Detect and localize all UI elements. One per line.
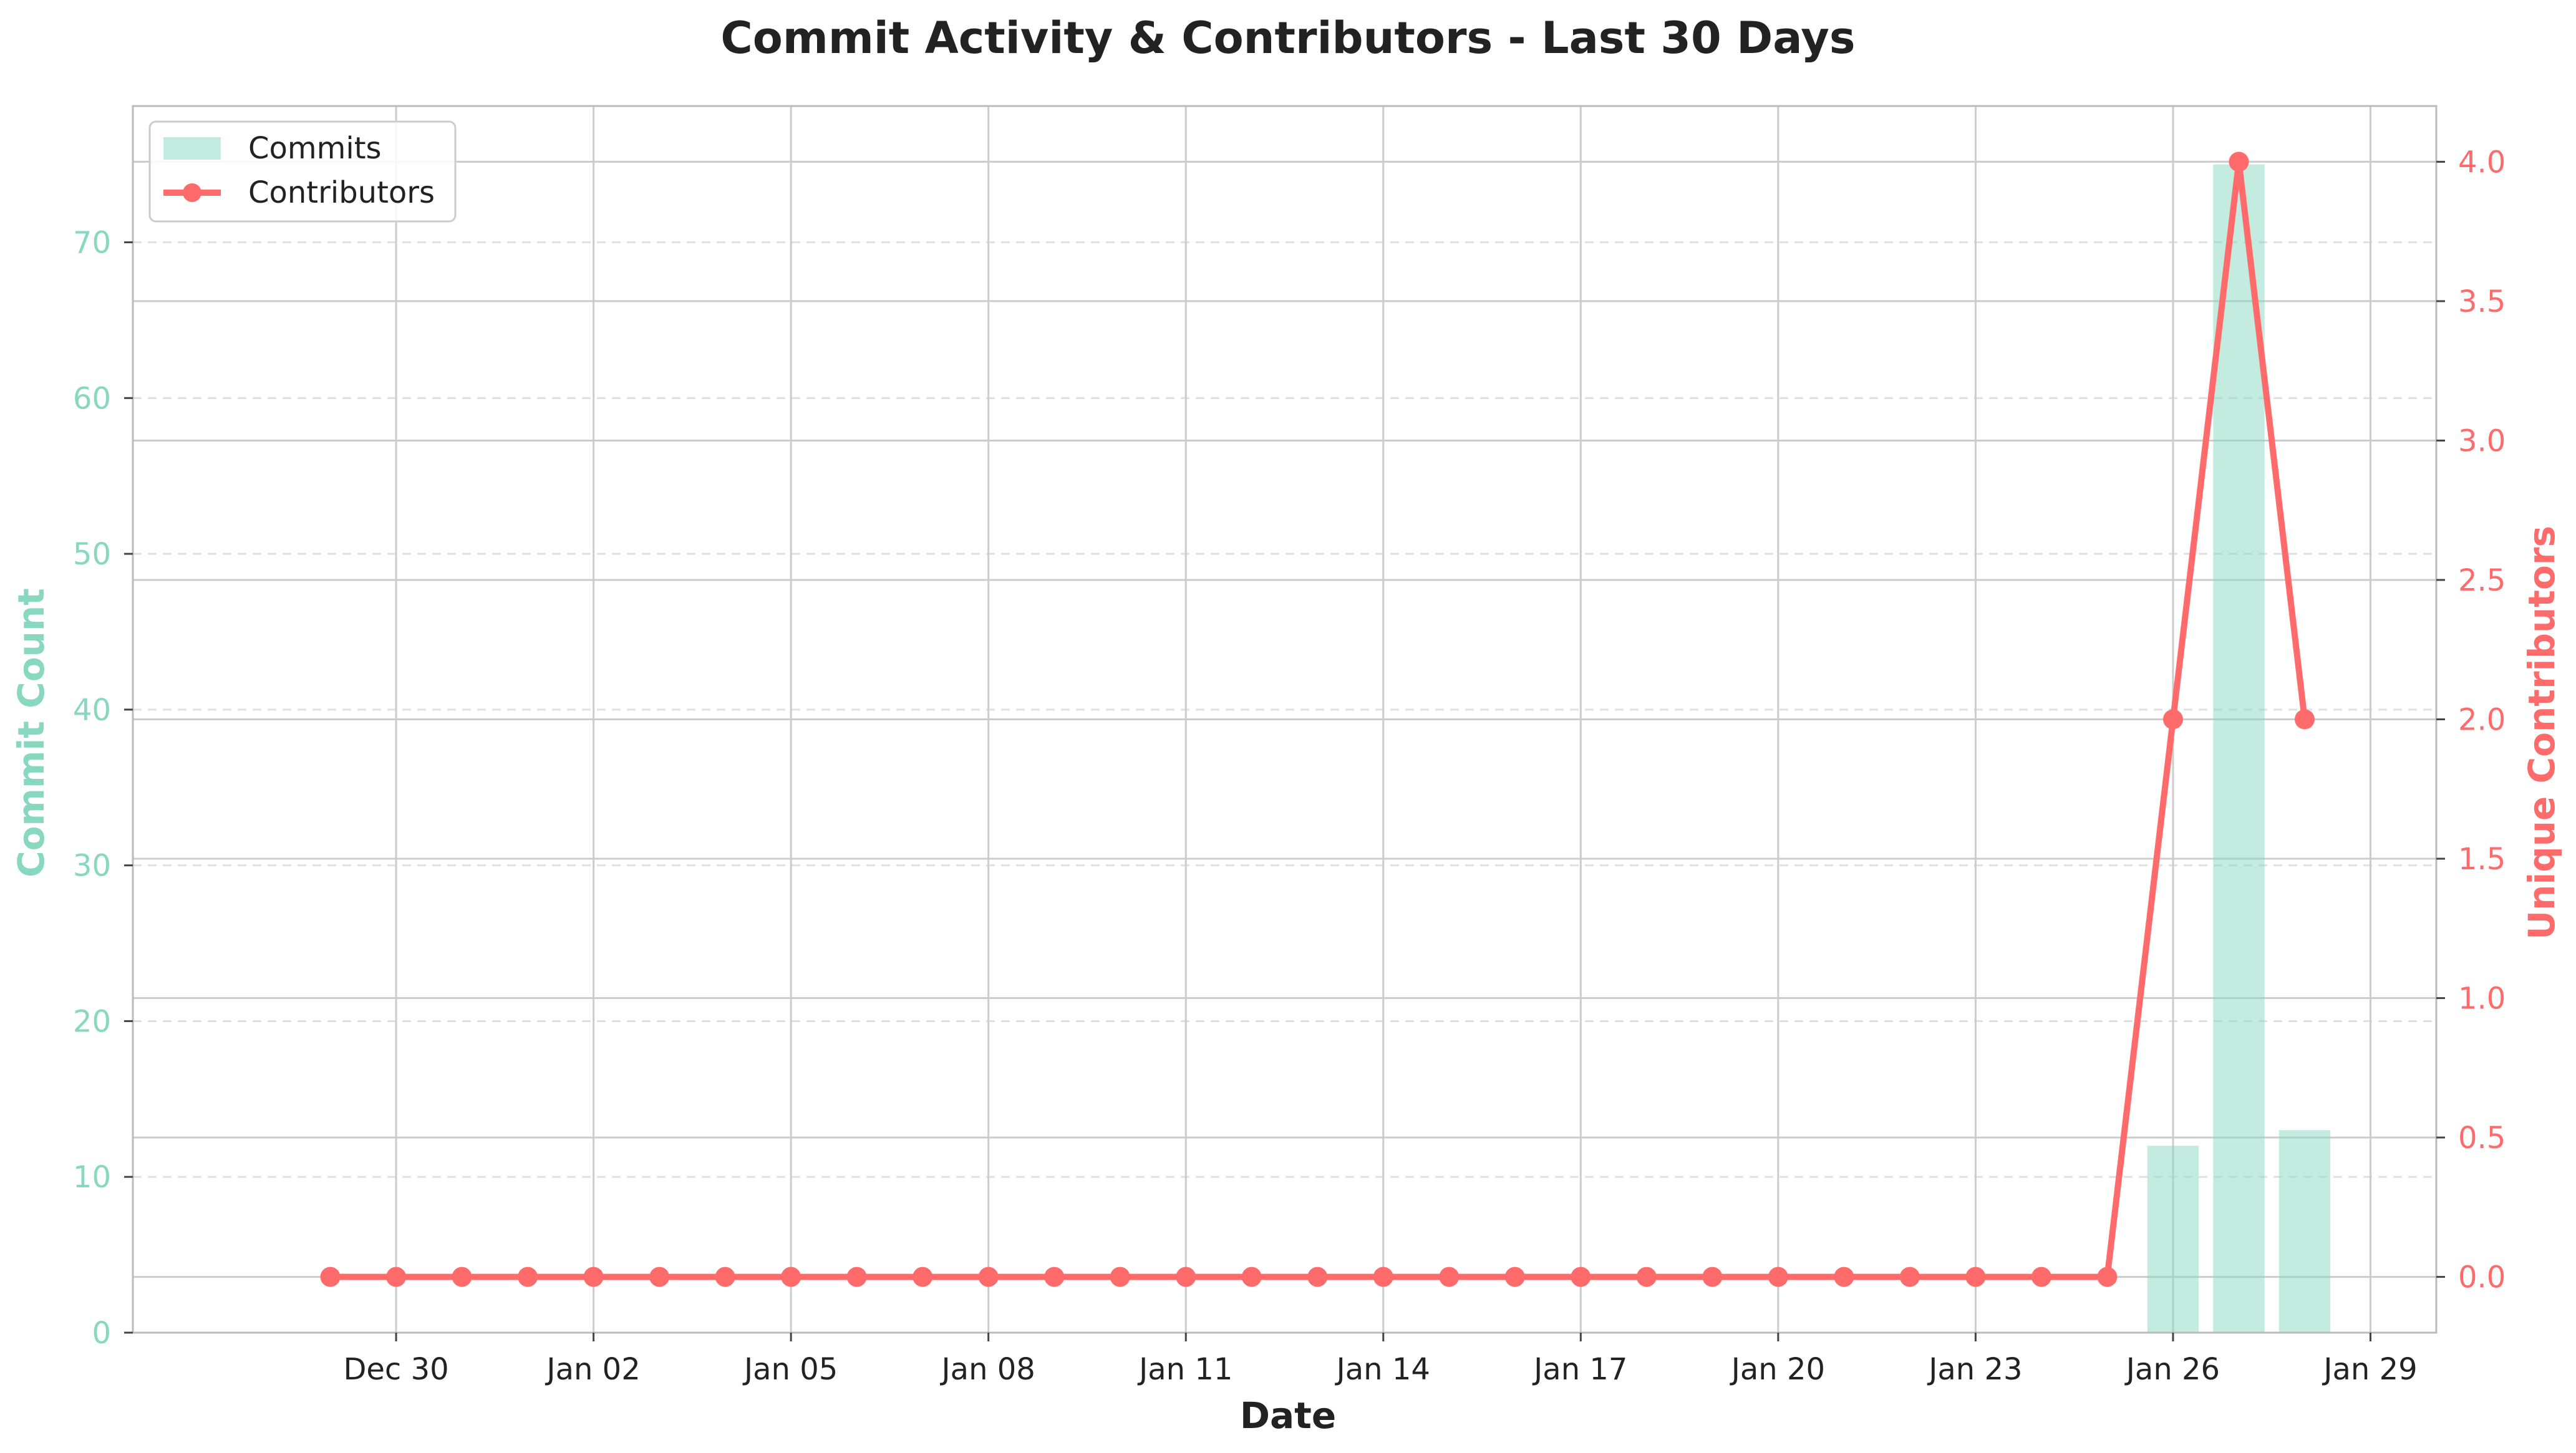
x-tick-label: Jan 29 — [2322, 1352, 2417, 1387]
bar-commits — [2147, 1146, 2199, 1333]
y-right-tick-label: 3.5 — [2458, 284, 2506, 319]
legend: Commits Contributors — [148, 120, 457, 223]
line-layer — [320, 152, 2315, 1287]
grid-layer — [133, 106, 2436, 1334]
y-right-tick-label: 4.0 — [2458, 145, 2506, 180]
point-contributors — [1636, 1267, 1657, 1287]
point-contributors — [1834, 1267, 1854, 1287]
y-right-tick-label: 0.5 — [2458, 1121, 2506, 1156]
point-contributors — [781, 1267, 801, 1287]
point-contributors — [583, 1267, 604, 1287]
y-left-tick-label: 60 — [73, 381, 111, 416]
bar-commits — [2213, 164, 2265, 1333]
x-tick-label: Dec 30 — [343, 1352, 448, 1387]
point-contributors — [2031, 1267, 2051, 1287]
x-tick-label: Jan 20 — [1730, 1352, 1825, 1387]
point-contributors — [1044, 1267, 1065, 1287]
x-tick-label: Jan 23 — [1927, 1352, 2022, 1387]
point-contributors — [715, 1267, 735, 1287]
x-tick-label: Jan 02 — [545, 1352, 640, 1387]
point-contributors — [846, 1267, 867, 1287]
y-left-tick-label: 20 — [73, 1004, 111, 1039]
x-tick-label: Jan 05 — [742, 1352, 838, 1387]
point-contributors — [2294, 709, 2315, 730]
point-contributors — [1307, 1267, 1328, 1287]
x-tick-label: Jan 11 — [1137, 1352, 1232, 1387]
point-contributors — [1241, 1267, 1262, 1287]
y-left-tick-label: 30 — [73, 849, 111, 884]
point-contributors — [1571, 1267, 1591, 1287]
x-tick-label: Jan 08 — [940, 1352, 1035, 1387]
x-tick-label: Jan 17 — [1532, 1352, 1627, 1387]
y-right-tick-label: 2.5 — [2458, 563, 2506, 598]
point-contributors — [452, 1267, 472, 1287]
y-right-tick-label: 1.5 — [2458, 842, 2506, 877]
point-contributors — [1176, 1267, 1196, 1287]
point-contributors — [2162, 709, 2183, 730]
x-tick-label: Jan 26 — [2124, 1352, 2220, 1387]
x-tick-label: Jan 14 — [1335, 1352, 1430, 1387]
y-axis-right-label: Unique Contributors — [2520, 526, 2563, 940]
chart-title: Commit Activity & Contributors - Last 30… — [720, 12, 1855, 64]
point-contributors — [1702, 1267, 1723, 1287]
point-contributors — [649, 1267, 670, 1287]
y-left-tick-label: 70 — [73, 226, 111, 261]
point-contributors — [2229, 152, 2249, 172]
y-right-tick-label: 1.0 — [2458, 982, 2506, 1016]
y-right-tick-label: 2.0 — [2458, 703, 2506, 738]
point-contributors — [386, 1267, 407, 1287]
legend-commits-swatch — [163, 137, 221, 160]
legend-contributors-marker — [183, 183, 201, 202]
point-contributors — [518, 1267, 538, 1287]
legend-commits-label: Commits — [248, 131, 382, 166]
y-left-tick-label: 0 — [92, 1316, 111, 1351]
point-contributors — [978, 1267, 999, 1287]
y-left-tick-label: 10 — [73, 1160, 111, 1195]
point-contributors — [1899, 1267, 1920, 1287]
point-contributors — [1768, 1267, 1788, 1287]
x-axis-label: Date — [1240, 1394, 1336, 1437]
point-contributors — [1965, 1267, 1986, 1287]
point-contributors — [320, 1267, 341, 1287]
y-right-tick-label: 0.0 — [2458, 1260, 2506, 1295]
point-contributors — [1504, 1267, 1525, 1287]
axes-layer: Dec 30 Jan 02 Jan 05 Jan 08 Jan 11 Jan 14 Jan … — [73, 105, 2506, 1387]
point-contributors — [1373, 1267, 1393, 1287]
y-axis-left-label: Commit Count — [10, 588, 52, 877]
bar-layer — [2147, 164, 2331, 1333]
y-left-tick-label: 50 — [73, 537, 111, 572]
legend-box — [148, 120, 457, 223]
legend-contributors-label: Contributors — [248, 175, 435, 210]
point-contributors — [1439, 1267, 1460, 1287]
y-left-tick-label: 40 — [73, 693, 111, 728]
bar-commits — [2278, 1130, 2331, 1333]
point-contributors — [913, 1267, 933, 1287]
y-right-tick-label: 3.0 — [2458, 423, 2506, 458]
point-contributors — [1110, 1267, 1130, 1287]
point-contributors — [2097, 1267, 2118, 1287]
